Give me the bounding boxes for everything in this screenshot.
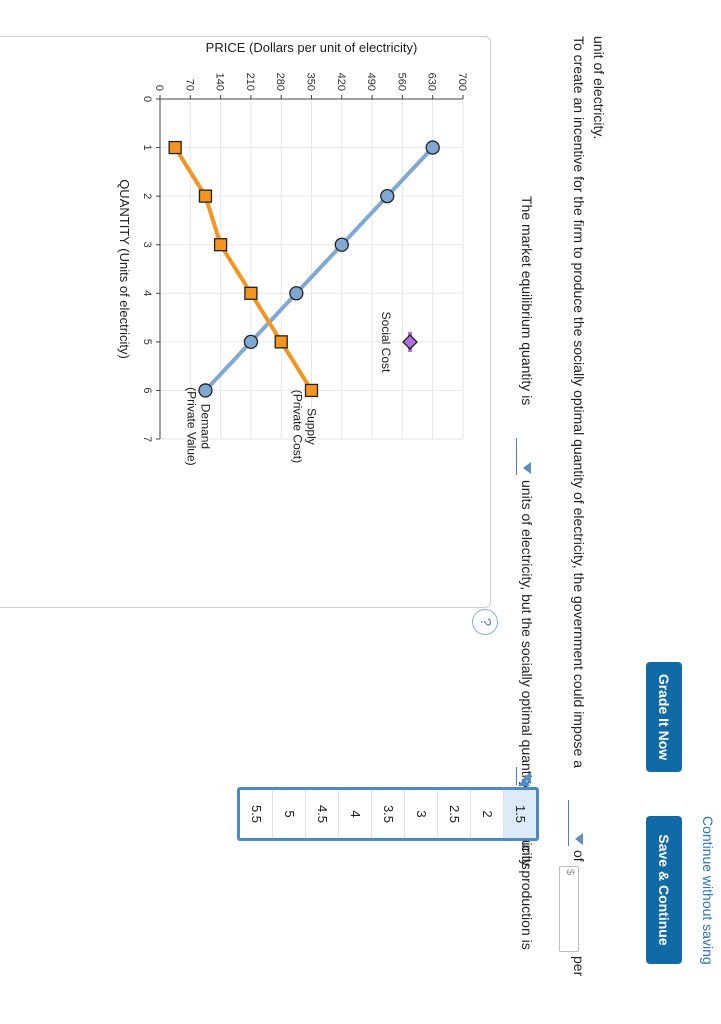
y-tick-label: 210 [244,73,256,91]
x-tick-label: 4 [141,290,153,296]
question-line-1c: units. [519,840,535,874]
help-icon[interactable]: ? [472,609,498,635]
x-axis-title: QUANTITY (Units of electricity) [117,179,132,359]
question-line-3: unit of electricity. [591,36,607,140]
data-point [425,140,440,155]
y-tick-label: 0 [153,85,165,91]
dollar-prefix: $ [564,869,576,876]
menu-option[interactable]: 4.5 [305,790,338,838]
chevron-down-icon [575,833,583,845]
series-line [203,146,435,392]
data-point [198,189,213,203]
question-line-2b: of [571,850,587,862]
series-label: (Private Value) [184,387,198,465]
y-tick-label: 630 [426,73,438,91]
menu-option[interactable]: 3.5 [371,790,404,838]
series-label: (Private Cost) [291,390,305,463]
policy-type-dropdown[interactable] [568,800,589,846]
x-tick-label: 5 [141,339,153,345]
x-tick-label: 0 [141,96,153,102]
continue-without-saving-link[interactable]: Continue without saving [700,816,716,965]
x-tick-label: 7 [141,436,153,442]
question-line-2a: To create an incentive for the firm to p… [571,36,587,768]
data-point [334,237,349,252]
question-line-2c: per [571,956,587,977]
menu-option[interactable]: 1.5 [503,790,536,838]
x-tick-label: 2 [141,193,153,199]
data-point [380,188,395,204]
menu-option[interactable]: 3 [404,790,437,838]
dollar-amount-input[interactable]: $ [559,866,579,952]
menu-option[interactable]: 2 [470,790,503,838]
y-tick-label: 280 [274,73,286,91]
legend-label: Social Cost [379,312,393,373]
question-line-1b: units of electricity, but the socially o… [519,480,535,950]
menu-option[interactable]: 5.5 [249,804,264,824]
menu-option[interactable]: 5 [272,790,305,838]
y-tick-label: 420 [335,73,347,91]
series-line [173,146,314,392]
question-line-1a: The market equilibrium quantity is [519,196,535,406]
data-point [244,286,258,300]
x-tick-label: 3 [141,242,153,248]
chart: 0 70 140 210 280 350 420 490 560 630 700 0 1 2 3 4 5 6 7 PR… [117,40,468,466]
y-tick-label: 560 [395,73,407,91]
menu-option[interactable]: 4 [338,790,371,838]
x-tick-label: 1 [141,145,153,151]
menu-option[interactable]: 2.5 [437,790,470,838]
chevron-down-icon [523,462,531,474]
data-point [243,334,259,350]
data-point [168,140,182,155]
y-axis-title: PRICE (Dollars per unit of electricity) [206,40,418,55]
data-point [198,383,213,398]
y-tick-label: 700 [456,73,468,91]
y-tick-label: 490 [365,73,377,91]
y-tick-label: 350 [305,73,317,91]
x-tick-label: 6 [141,387,153,393]
grade-it-now-button[interactable]: Grade It Now [646,662,682,772]
data-point [274,335,288,349]
equilibrium-quantity-dropdown[interactable] [516,438,537,475]
y-tick-label: 140 [214,73,226,91]
data-point [213,238,228,252]
graph-panel: ? 0 70 140 210 280 350 420 490 560 630 700 0 1 2 3 4 5 6 7… [0,36,498,635]
series-label: Supply [305,408,319,445]
quantity-options-menu[interactable]: 1.5 2 2.5 3 3.5 4 4.5 5 5.5 [237,778,539,841]
data-point [304,383,319,398]
menu-pointer-icon [518,778,530,786]
series-label: Demand [198,404,212,449]
data-point [289,286,304,301]
y-tick-label: 70 [183,79,195,91]
legend-marker [402,334,418,350]
save-continue-button[interactable]: Save & Continue [646,816,682,964]
